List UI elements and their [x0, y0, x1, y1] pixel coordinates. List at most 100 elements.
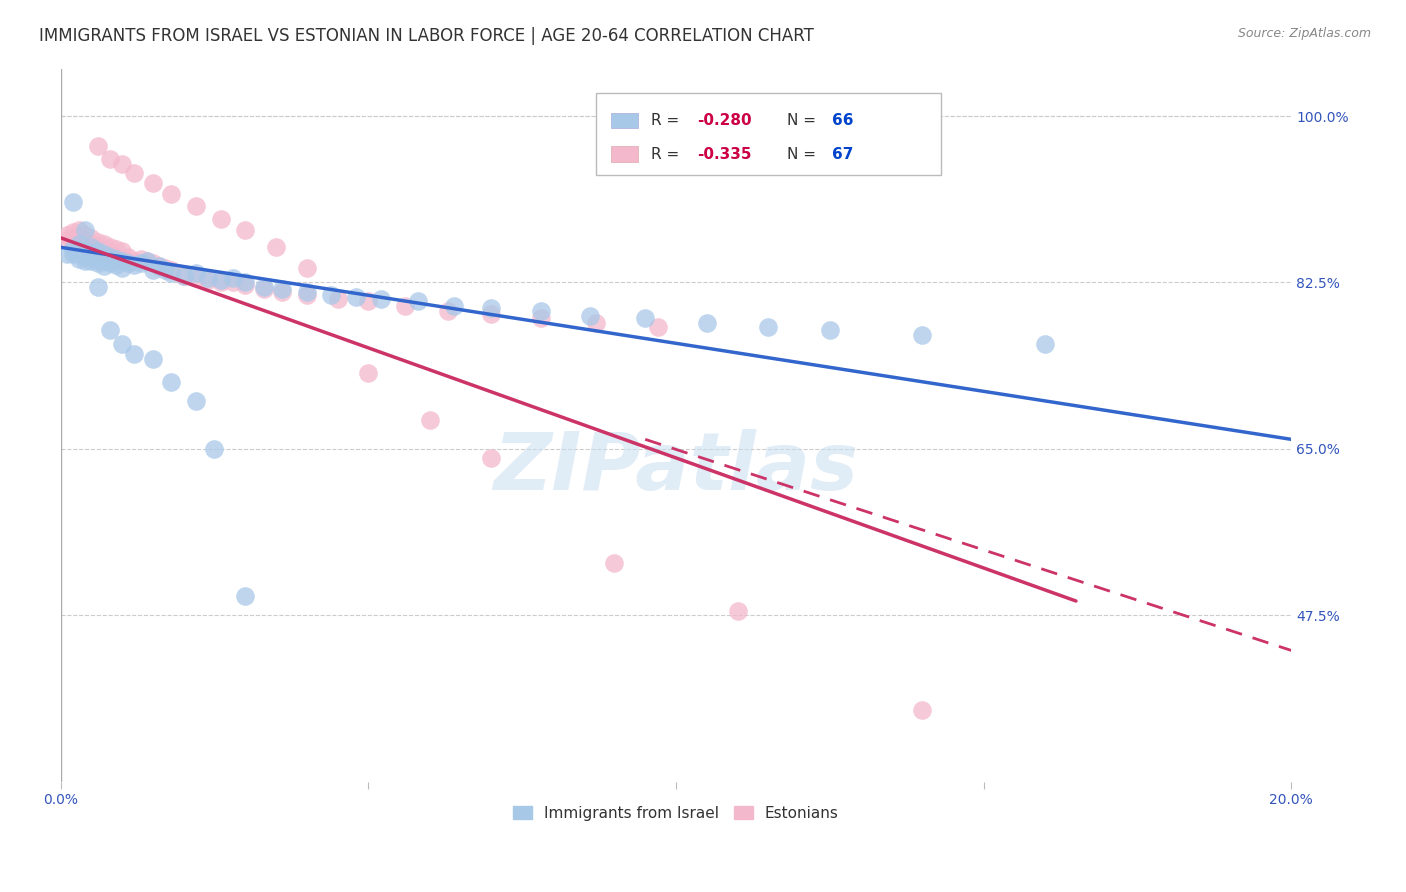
- Point: [93, 247, 115, 261]
- Point: [111, 252, 134, 266]
- Point: [67, 252, 90, 266]
- Point: [86, 280, 108, 294]
- Point: [479, 301, 502, 315]
- Point: [129, 256, 152, 270]
- Point: [67, 223, 90, 237]
- Point: [62, 225, 84, 239]
- Point: [111, 261, 134, 276]
- Point: [86, 235, 108, 249]
- Point: [209, 276, 232, 290]
- Text: R =: R =: [651, 113, 685, 128]
- Point: [295, 285, 318, 299]
- Text: -0.335: -0.335: [697, 146, 751, 161]
- Point: [98, 152, 121, 166]
- Point: [696, 317, 718, 331]
- Point: [105, 250, 128, 264]
- Point: [585, 317, 607, 331]
- Point: [253, 280, 276, 294]
- Text: IMMIGRANTS FROM ISRAEL VS ESTONIAN IN LABOR FORCE | AGE 20-64 CORRELATION CHART: IMMIGRANTS FROM ISRAEL VS ESTONIAN IN LA…: [39, 27, 814, 45]
- Point: [271, 282, 294, 296]
- Point: [357, 294, 380, 309]
- Point: [233, 276, 256, 290]
- Point: [129, 252, 152, 266]
- Point: [148, 260, 170, 274]
- Point: [62, 231, 84, 245]
- Point: [75, 227, 97, 242]
- Point: [75, 253, 97, 268]
- Point: [117, 256, 139, 270]
- Point: [222, 276, 245, 290]
- Point: [579, 309, 602, 323]
- Point: [86, 244, 108, 258]
- Point: [62, 242, 84, 256]
- Text: N =: N =: [787, 146, 821, 161]
- Point: [62, 247, 84, 261]
- Point: [184, 394, 207, 409]
- Point: [93, 250, 115, 264]
- Text: N =: N =: [787, 113, 821, 128]
- Point: [75, 223, 97, 237]
- Point: [233, 589, 256, 603]
- Point: [105, 252, 128, 266]
- Point: [124, 253, 146, 268]
- Point: [209, 211, 232, 226]
- Point: [634, 310, 657, 325]
- Point: [86, 256, 108, 270]
- Text: -0.280: -0.280: [697, 113, 752, 128]
- Point: [437, 304, 460, 318]
- Point: [184, 199, 207, 213]
- Point: [529, 310, 551, 325]
- Point: [233, 278, 256, 293]
- Point: [135, 253, 157, 268]
- Point: [124, 258, 146, 272]
- Point: [75, 235, 97, 249]
- Point: [135, 253, 157, 268]
- Point: [344, 290, 367, 304]
- Point: [67, 235, 90, 249]
- Point: [209, 272, 232, 286]
- Point: [818, 323, 841, 337]
- Point: [160, 376, 183, 390]
- Point: [603, 556, 626, 570]
- Point: [160, 263, 183, 277]
- Point: [67, 242, 90, 256]
- Point: [233, 223, 256, 237]
- Point: [406, 294, 429, 309]
- Point: [142, 263, 165, 277]
- Text: Source: ZipAtlas.com: Source: ZipAtlas.com: [1237, 27, 1371, 40]
- Point: [98, 323, 121, 337]
- Point: [124, 347, 146, 361]
- Point: [80, 244, 103, 258]
- FancyBboxPatch shape: [610, 146, 638, 162]
- Point: [326, 292, 349, 306]
- Point: [98, 240, 121, 254]
- Point: [155, 261, 177, 276]
- Point: [394, 299, 416, 313]
- Point: [197, 270, 219, 285]
- Point: [111, 244, 134, 258]
- Point: [142, 351, 165, 366]
- Point: [80, 247, 103, 261]
- Point: [86, 139, 108, 153]
- Point: [253, 282, 276, 296]
- Point: [98, 256, 121, 270]
- Point: [75, 240, 97, 254]
- Point: [86, 240, 108, 254]
- Point: [98, 250, 121, 264]
- Point: [264, 240, 287, 254]
- Legend: Immigrants from Israel, Estonians: Immigrants from Israel, Estonians: [509, 801, 844, 825]
- Point: [155, 263, 177, 277]
- Point: [271, 285, 294, 299]
- Point: [1033, 337, 1056, 351]
- Point: [67, 227, 90, 242]
- Point: [80, 231, 103, 245]
- Point: [55, 227, 77, 242]
- Point: [204, 442, 226, 456]
- Point: [173, 268, 195, 283]
- Point: [295, 261, 318, 276]
- Point: [160, 187, 183, 202]
- Point: [160, 266, 183, 280]
- Point: [111, 337, 134, 351]
- Point: [55, 247, 77, 261]
- Point: [197, 272, 219, 286]
